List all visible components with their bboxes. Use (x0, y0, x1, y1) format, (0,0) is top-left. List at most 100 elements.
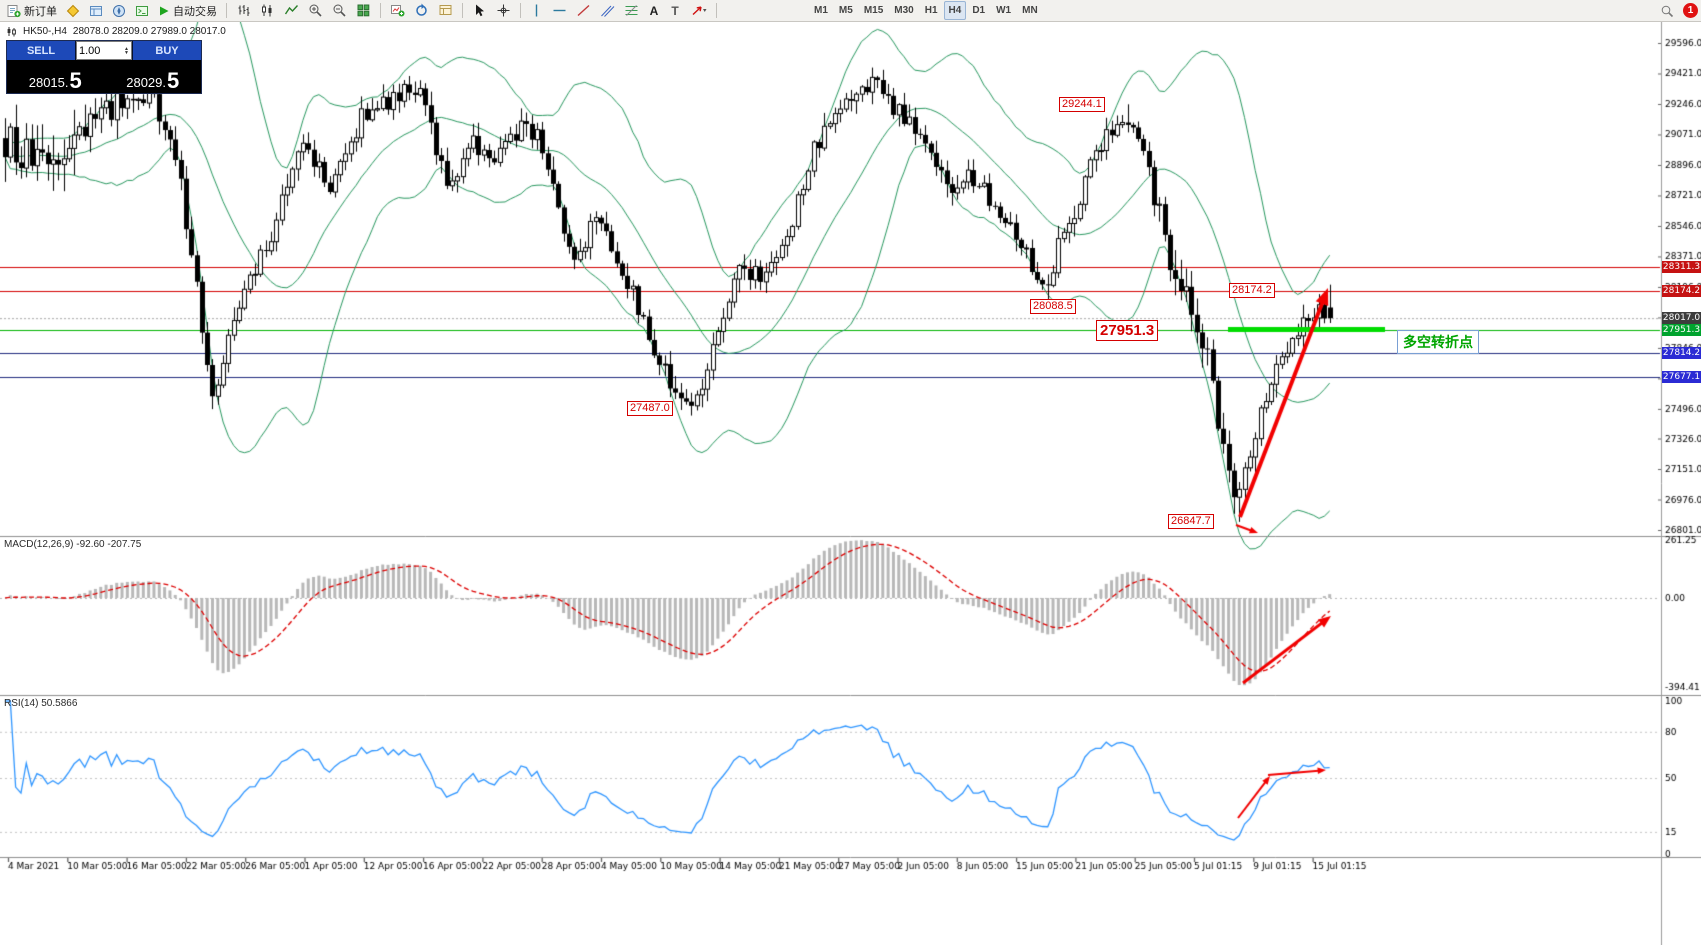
label-tool-button[interactable]: T (665, 1, 685, 20)
macd-indicator-label: MACD(12,26,9) -92.60 -207.75 (4, 539, 142, 550)
axis-price-badge: 28017.0 (1662, 312, 1701, 325)
autotrade-play-icon (160, 6, 169, 15)
auto-trading-button[interactable]: 自动交易 (154, 1, 221, 20)
template-button[interactable] (434, 1, 457, 20)
spinner-down-icon[interactable]: ▼ (124, 49, 129, 56)
text-tool-icon: A (649, 3, 659, 18)
text-tool-button[interactable]: A (644, 1, 664, 20)
auto-trading-label: 自动交易 (173, 5, 217, 18)
sell-price-pip: 5 (69, 68, 82, 93)
data-window-button[interactable] (85, 1, 107, 20)
chart-line-icon (284, 5, 299, 15)
zoom-out-icon (333, 4, 346, 17)
chart-title-bar: HK50-,H4 28078.0 28209.0 27989.0 28017.0 (6, 26, 226, 37)
trendline-icon (577, 4, 590, 17)
axis-price-badge: 27814.2 (1662, 347, 1701, 360)
sell-price-main: 28015. (28, 75, 69, 90)
price-annotation-label[interactable]: 27487.0 (627, 401, 673, 416)
timeframe-mn-button[interactable]: MN (1017, 1, 1043, 20)
channel-tool-button[interactable] (596, 1, 619, 20)
horizontal-line-tool-button[interactable] (548, 1, 571, 20)
chart-bars-icon (238, 5, 250, 16)
fibonacci-tool-button[interactable] (620, 1, 643, 20)
price-annotation-label[interactable]: 28088.5 (1030, 299, 1076, 314)
timeframe-w1-button[interactable]: W1 (991, 1, 1016, 20)
ohlc-values: 28078.0 28209.0 27989.0 28017.0 (72, 26, 226, 37)
fibonacci-icon (625, 5, 638, 16)
price-annotation-label[interactable]: 28174.2 (1229, 283, 1275, 298)
sell-button[interactable]: SELL (7, 41, 75, 60)
sell-price: 28015. 5 (7, 60, 104, 93)
arrow-tool-button[interactable] (686, 1, 711, 20)
trendline-tool-button[interactable] (572, 1, 595, 20)
refresh-button[interactable] (410, 1, 433, 20)
tile-windows-icon (357, 4, 370, 17)
vertical-line-icon (535, 4, 538, 17)
navigator-button[interactable] (108, 1, 130, 20)
chart-candles-icon (262, 4, 272, 17)
vertical-line-tool-button[interactable] (526, 1, 547, 20)
zoom-in-button[interactable] (304, 1, 327, 20)
terminal-button[interactable] (131, 1, 153, 20)
timeframe-h4-button[interactable]: H4 (943, 1, 967, 20)
axis-price-badge: 27951.3 (1662, 323, 1701, 336)
navigator-icon (113, 4, 125, 17)
timeframe-m30-button[interactable]: M30 (889, 1, 918, 20)
axis-price-badge: 28174.2 (1662, 284, 1701, 297)
tile-windows-button[interactable] (352, 1, 375, 20)
buy-price-pip: 5 (167, 68, 180, 93)
chart-bars-button[interactable] (232, 1, 255, 20)
price-annotation-label[interactable]: 26847.7 (1168, 514, 1214, 529)
timeframe-m15-button[interactable]: M15 (859, 1, 888, 20)
toolbar-separator (226, 3, 227, 18)
notification-badge[interactable]: 1 (1683, 3, 1698, 18)
arrow-tool-icon (692, 6, 707, 16)
volume-input[interactable]: 1.00 ▲ ▼ (76, 41, 132, 60)
spinner-up-icon[interactable]: ▲ (124, 45, 129, 52)
zoom-out-button[interactable] (328, 1, 351, 20)
timeframe-d1-button[interactable]: D1 (967, 1, 990, 20)
timeframe-m5-button[interactable]: M5 (834, 1, 858, 20)
volume-spinner[interactable]: ▲ ▼ (124, 45, 129, 56)
toolbar-separator (380, 3, 381, 18)
chart-line-button[interactable] (280, 1, 303, 20)
one-click-trading-panel: SELL 1.00 ▲ ▼ BUY 28015. 5 28029. 5 (6, 40, 202, 94)
crosshair-icon (497, 4, 510, 17)
new-order-icon (7, 4, 21, 17)
symbol-period-label: HK50-,H4 (23, 26, 67, 37)
price-annotation-label[interactable]: 29244.1 (1059, 97, 1105, 112)
market-watch-button[interactable] (62, 1, 84, 20)
turning-point-annotation[interactable]: 多空转折点 (1397, 330, 1479, 354)
rsi-indicator-label: RSI(14) 50.5866 (4, 698, 78, 709)
chart-candles-button[interactable] (256, 1, 279, 20)
buy-button[interactable]: BUY (133, 41, 201, 60)
new-chart-button[interactable] (386, 1, 409, 20)
cursor-icon (476, 4, 484, 17)
search-icon (1661, 5, 1674, 17)
label-tool-icon: T (671, 3, 679, 18)
refresh-icon (416, 3, 427, 16)
toolbar-separator (520, 3, 521, 18)
main-toolbar: 新订单 自动交易 A T M1 M5 (0, 0, 1701, 22)
horizontal-line-icon (553, 9, 566, 12)
new-chart-icon (391, 5, 405, 17)
timeframe-h1-button[interactable]: H1 (920, 1, 943, 20)
channel-icon (601, 5, 615, 17)
price-annotation-label[interactable]: 27951.3 (1096, 320, 1159, 341)
cursor-tool-button[interactable] (468, 1, 491, 20)
timeframe-m1-button[interactable]: M1 (809, 1, 833, 20)
template-icon (439, 5, 452, 15)
crosshair-tool-button[interactable] (492, 1, 515, 20)
toolbar-separator (716, 3, 717, 18)
new-order-button[interactable]: 新订单 (3, 1, 61, 20)
market-watch-icon (66, 4, 80, 17)
buy-price-main: 28029. (126, 75, 166, 90)
data-window-icon (90, 5, 102, 16)
axis-price-badge: 27677.1 (1662, 371, 1701, 384)
symbol-chart-icon (7, 27, 16, 37)
new-order-label: 新订单 (24, 5, 57, 18)
buy-price: 28029. 5 (104, 60, 201, 93)
search-button[interactable] (1656, 1, 1678, 20)
